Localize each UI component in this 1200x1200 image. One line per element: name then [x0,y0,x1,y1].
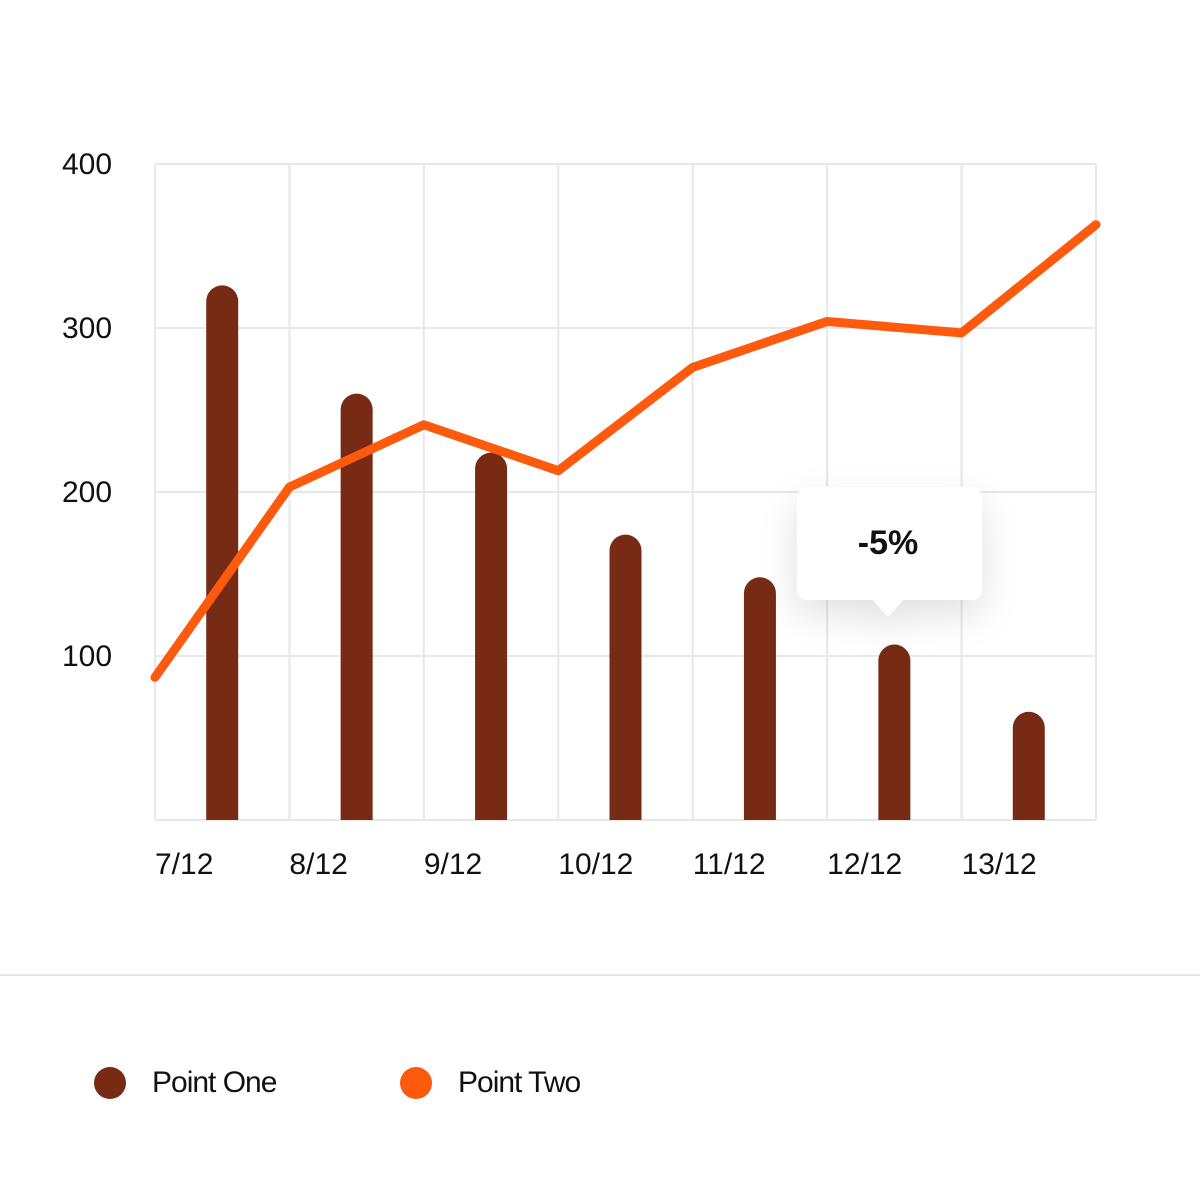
x-tick-label: 8/12 [289,848,347,881]
x-tick-label: 13/12 [962,848,1037,881]
x-tick-label: 10/12 [558,848,633,881]
legend-label: Point Two [458,1066,581,1099]
bar [878,644,911,820]
tooltip-pointer [872,599,904,617]
x-tick-label: 11/12 [693,848,766,881]
bar [206,285,239,820]
bar [609,534,642,820]
x-tick-label: 9/12 [424,848,482,881]
tooltip-box [797,487,982,600]
y-tick-label: 200 [62,476,112,509]
legend-label: Point One [152,1066,277,1099]
x-tick-label: 7/12 [155,848,213,881]
marks [150,220,1101,820]
bar [475,452,508,820]
legend: Point One Point Two [94,1066,582,1099]
y-tick-label: 400 [62,148,112,181]
annotation: -5% [858,524,918,562]
x-tick-label: 12/12 [827,848,902,881]
tooltip [797,487,982,617]
bar [743,577,776,820]
bar [340,393,373,820]
y-tick-label: 100 [62,640,112,673]
y-tick-label: 300 [62,312,112,345]
legend-marker [400,1067,432,1099]
legend-marker [94,1067,126,1099]
bar [1012,711,1045,820]
line [150,220,1101,682]
